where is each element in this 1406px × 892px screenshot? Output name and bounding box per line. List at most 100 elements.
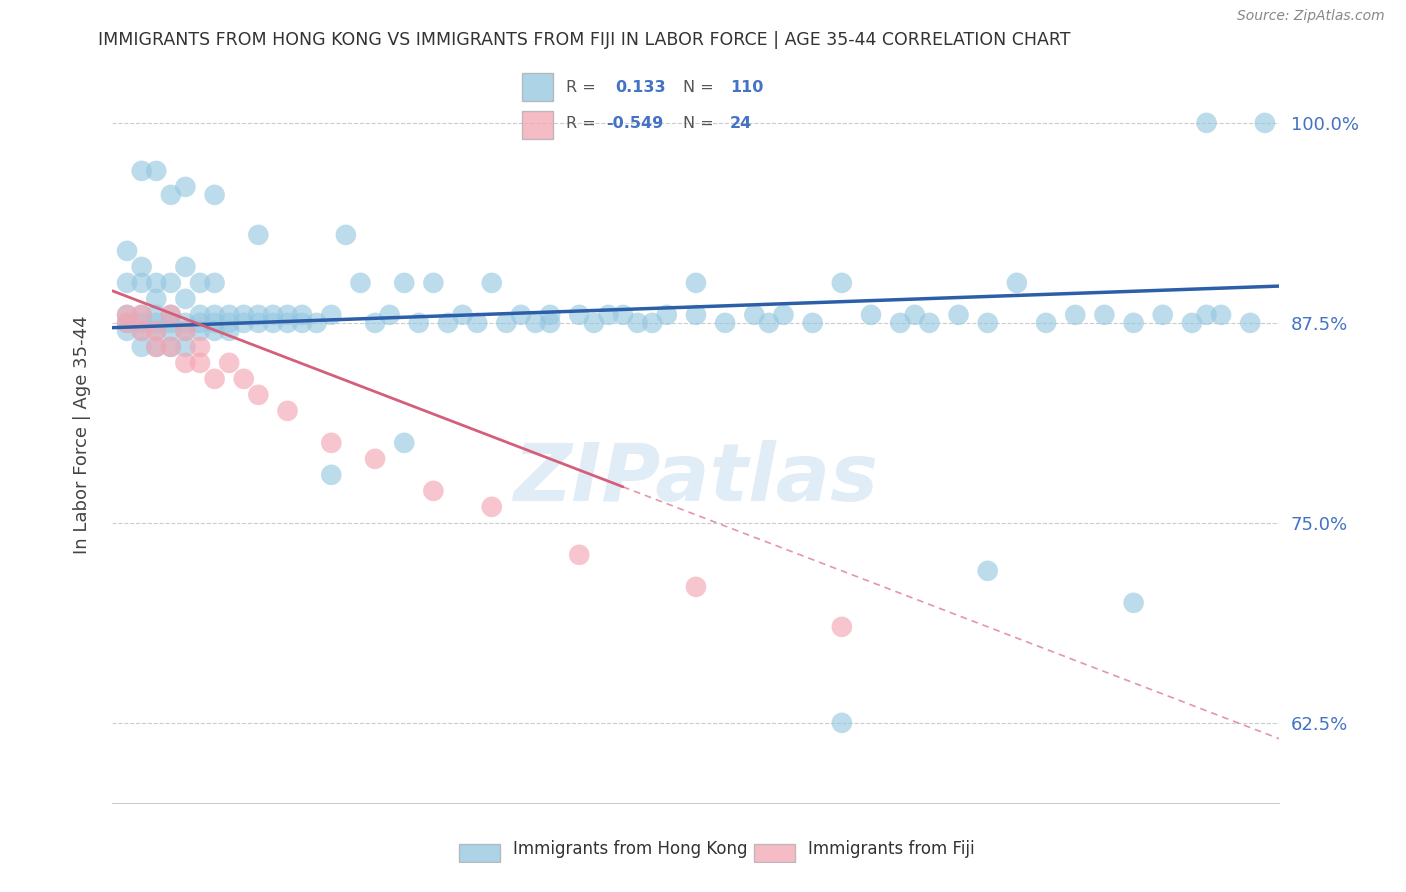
Point [1122,316,1144,330]
Point [831,276,853,290]
Point [742,308,765,322]
Y-axis label: In Labor Force | Age 35-44: In Labor Force | Age 35-44 [73,316,91,554]
Point [422,483,444,498]
Point [262,316,284,330]
Point [188,340,211,354]
Point [188,324,211,338]
Point [509,308,531,322]
Point [976,316,998,330]
Text: IMMIGRANTS FROM HONG KONG VS IMMIGRANTS FROM FIJI IN LABOR FORCE | AGE 35-44 COR: IMMIGRANTS FROM HONG KONG VS IMMIGRANTS … [98,31,1071,49]
Point [918,316,941,330]
Point [131,324,153,338]
Point [145,324,167,338]
Point [904,308,927,322]
Point [247,308,270,322]
Point [801,316,824,330]
Point [495,316,517,330]
Point [232,372,254,386]
Point [131,324,153,338]
Point [174,356,197,370]
Point [188,276,211,290]
Point [685,308,707,322]
Point [1195,308,1218,322]
Text: 0.133: 0.133 [616,80,666,95]
Point [131,276,153,290]
FancyBboxPatch shape [523,112,554,139]
Point [204,372,226,386]
Point [685,276,707,290]
Point [1254,116,1277,130]
Point [627,316,650,330]
Point [291,308,314,322]
Point [685,580,707,594]
Point [349,276,371,290]
Point [218,324,240,338]
Text: ZIPatlas: ZIPatlas [513,440,879,518]
Point [174,180,197,194]
Point [174,324,197,338]
Point [714,316,737,330]
Point [394,435,416,450]
Point [641,316,664,330]
Point [115,316,138,330]
Point [1122,596,1144,610]
Point [218,308,240,322]
Point [247,388,270,402]
Point [160,340,183,354]
Point [1064,308,1087,322]
Point [174,324,197,338]
Point [394,276,416,290]
Point [115,308,138,322]
Point [1211,308,1233,322]
Point [568,548,591,562]
Point [131,164,153,178]
Point [115,324,138,338]
Point [145,308,167,322]
Point [889,316,911,330]
Point [160,340,183,354]
Point [364,451,387,466]
Point [1181,316,1204,330]
Point [481,500,503,514]
Point [131,260,153,274]
Text: -0.549: -0.549 [606,116,664,131]
FancyBboxPatch shape [755,844,794,862]
Point [131,308,153,322]
Point [188,316,211,330]
Point [145,164,167,178]
Point [145,276,167,290]
Point [145,316,167,330]
Point [160,308,183,322]
Text: Immigrants from Hong Kong: Immigrants from Hong Kong [513,840,748,858]
Point [305,316,328,330]
Point [276,404,298,418]
Point [160,187,183,202]
FancyBboxPatch shape [460,844,499,862]
Point [145,340,167,354]
Point [145,292,167,306]
Point [204,316,226,330]
Point [174,316,197,330]
Point [145,340,167,354]
Point [131,340,153,354]
Point [335,227,357,242]
Point [598,308,620,322]
Point [204,276,226,290]
Point [378,308,401,322]
Point [831,715,853,730]
Point [859,308,883,322]
Point [1005,276,1028,290]
Point [160,276,183,290]
Text: Source: ZipAtlas.com: Source: ZipAtlas.com [1237,9,1385,22]
Point [131,308,153,322]
Text: N =: N = [683,116,714,131]
Point [538,316,561,330]
Point [291,316,314,330]
Point [131,316,153,330]
Point [188,356,211,370]
Point [321,435,343,450]
Point [174,340,197,354]
Point [1035,316,1057,330]
Point [218,356,240,370]
Text: 24: 24 [730,116,752,131]
